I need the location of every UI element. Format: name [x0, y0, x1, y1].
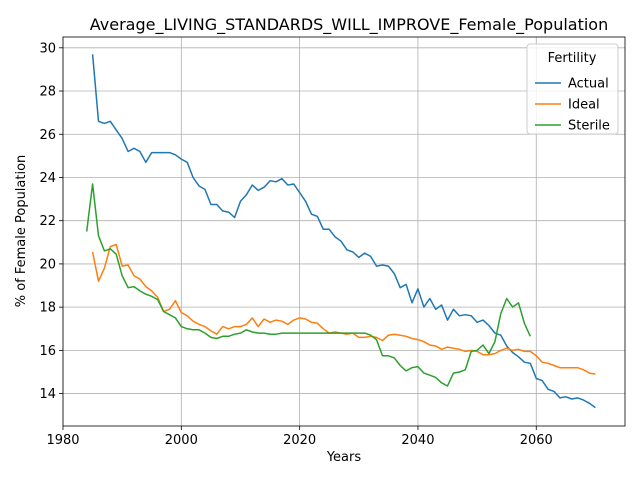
y-tick-label: 14 [39, 387, 56, 402]
grid [62, 37, 625, 426]
x-tick-label: 1980 [46, 433, 79, 448]
x-axis-ticks: 1980 2000 2020 2040 2060 [46, 426, 553, 448]
y-tick-label: 16 [39, 344, 56, 359]
legend-box [526, 43, 619, 135]
y-tick-label: 22 [39, 214, 56, 229]
legend-label-sterile: Sterile [568, 119, 610, 134]
y-tick-label: 26 [39, 128, 56, 143]
y-tick-label: 20 [39, 257, 56, 272]
legend-title: Fertility [548, 51, 597, 66]
x-tick-label: 2060 [520, 433, 553, 448]
chart-title: Average_LIVING_STANDARDS_WILL_IMPROVE_Fe… [90, 15, 608, 35]
x-tick-label: 2000 [165, 433, 198, 448]
series-line-actual [91, 54, 596, 409]
legend: Fertility Actual Ideal Sterile [526, 43, 619, 135]
legend-label-actual: Actual [568, 77, 609, 92]
x-axis-title: Years [326, 450, 362, 465]
y-tick-label: 18 [39, 301, 56, 316]
series-lines [85, 54, 596, 409]
x-tick-label: 2020 [283, 433, 316, 448]
y-axis-ticks: 14 16 18 20 22 24 26 28 30 [39, 41, 63, 402]
legend-entries: Actual Ideal Sterile [535, 77, 610, 134]
y-tick-label: 24 [39, 171, 56, 186]
y-axis-title: % of Female Population [14, 155, 29, 308]
legend-label-ideal: Ideal [568, 98, 600, 113]
plot-frame [62, 36, 626, 427]
y-tick-label: 30 [39, 41, 56, 56]
y-tick-label: 28 [39, 85, 56, 100]
series-line-sterile [85, 183, 531, 387]
x-tick-label: 2040 [401, 433, 434, 448]
